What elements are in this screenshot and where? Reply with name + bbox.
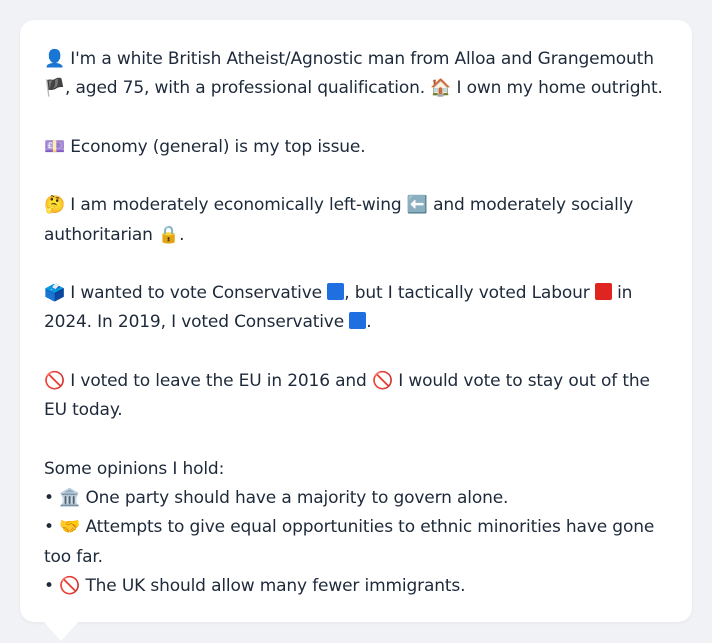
social-position-text: and moderately socially authoritarian bbox=[44, 195, 634, 245]
opinion-text: Attempts to give equal opportunities to … bbox=[44, 517, 655, 567]
prohibited-icon-3: 🚫 bbox=[59, 576, 81, 597]
wanted-vote-text: I wanted to vote Conservative bbox=[65, 283, 328, 304]
house-icon: 🏠 bbox=[430, 78, 452, 99]
scotland-flag-icon: 🏴 bbox=[44, 78, 66, 99]
tactical-vote-text: , but I tactically voted Labour bbox=[344, 283, 595, 304]
bullet: • bbox=[44, 488, 54, 509]
opinions-section: Some opinions I hold: • 🏛️ One party sho… bbox=[44, 455, 668, 602]
bullet: • bbox=[44, 517, 54, 538]
opinions-list: • 🏛️ One party should have a majority to… bbox=[44, 484, 668, 602]
top-issue-paragraph: 💷 Economy (general) is my top issue. bbox=[44, 133, 668, 162]
opinion-item: • 🤝 Attempts to give equal opportunities… bbox=[44, 513, 668, 572]
prohibited-icon-2: 🚫 bbox=[371, 370, 393, 391]
ideology-period: . bbox=[179, 224, 185, 245]
speech-bubble-tail bbox=[42, 620, 80, 641]
ideology-paragraph: 🤔 I am moderately economically left-wing… bbox=[44, 191, 668, 250]
handshake-icon: 🤝 bbox=[59, 517, 81, 538]
money-icon: 💷 bbox=[44, 136, 66, 157]
conservative-blue-square-icon bbox=[327, 283, 345, 301]
labour-red-square-icon bbox=[594, 283, 612, 301]
economic-position-text: I am moderately economically left-wing bbox=[65, 195, 407, 216]
bullet: • bbox=[44, 576, 54, 597]
top-issue-text: Economy (general) is my top issue. bbox=[65, 136, 366, 157]
opinion-text: The UK should allow many fewer immigrant… bbox=[80, 576, 466, 597]
vote-2019-text: in 2024. In 2019, I voted Conservative bbox=[44, 283, 633, 333]
brexit-today-text: I would vote to stay out of the EU today… bbox=[44, 370, 650, 421]
brexit-2016-text: I voted to leave the EU in 2016 and bbox=[65, 370, 372, 391]
classical-building-icon: 🏛️ bbox=[59, 488, 81, 509]
prohibited-icon: 🚫 bbox=[44, 370, 66, 391]
left-arrow-icon: ⬅️ bbox=[406, 195, 428, 216]
person-icon: 👤 bbox=[44, 49, 66, 69]
age-qualification-text: , aged 75, with a professional qualifica… bbox=[65, 78, 431, 99]
opinions-heading: Some opinions I hold: bbox=[44, 458, 225, 479]
opinion-text: One party should have a majority to gove… bbox=[80, 488, 509, 509]
opinion-item: • 🏛️ One party should have a majority to… bbox=[44, 484, 668, 513]
identity-paragraph: 👤 I'm a white British Atheist/Agnostic m… bbox=[44, 45, 668, 104]
lock-icon: 🔒 bbox=[158, 224, 180, 245]
brexit-paragraph: 🚫 I voted to leave the EU in 2016 and 🚫 … bbox=[44, 367, 668, 426]
voting-period: . bbox=[366, 312, 372, 333]
ballot-box-icon: 🗳️ bbox=[44, 283, 66, 304]
thinking-face-icon: 🤔 bbox=[44, 195, 66, 216]
profile-card: 👤 I'm a white British Atheist/Agnostic m… bbox=[20, 20, 692, 622]
conservative-blue-square-icon-2019 bbox=[349, 312, 367, 330]
voting-paragraph: 🗳️ I wanted to vote Conservative , but I… bbox=[44, 279, 668, 338]
identity-text: I'm a white British Atheist/Agnostic man… bbox=[65, 49, 654, 69]
home-ownership-text: I own my home outright. bbox=[451, 78, 663, 99]
opinion-item: • 🚫 The UK should allow many fewer immig… bbox=[44, 572, 668, 601]
